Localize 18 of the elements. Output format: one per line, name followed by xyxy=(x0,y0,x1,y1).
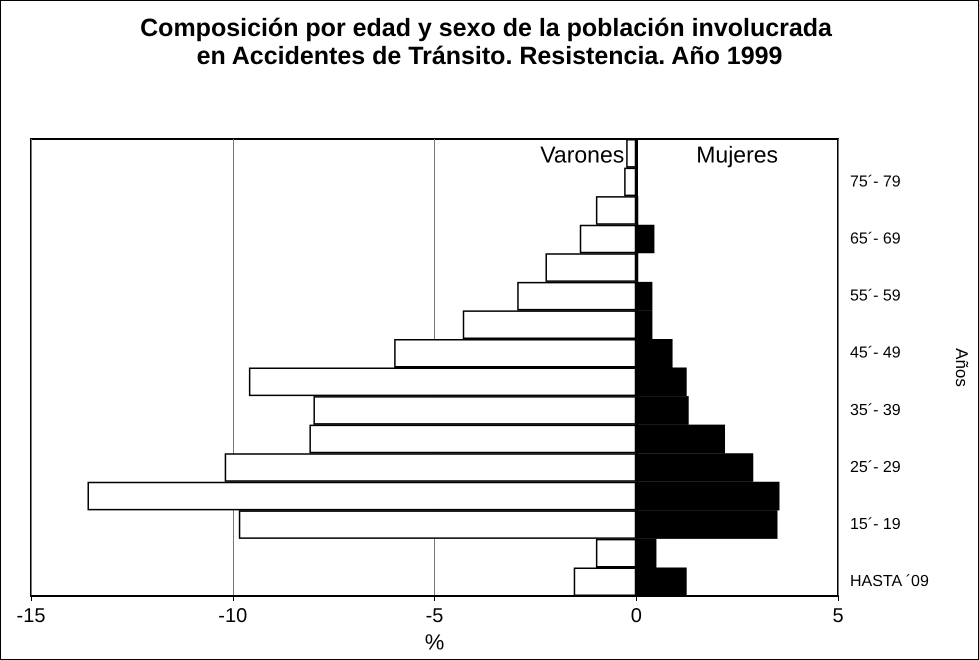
x-axis-title: % xyxy=(424,629,444,654)
y-tick-label: HASTA ´09 xyxy=(850,573,929,590)
y-tick-label: 35´- 39 xyxy=(850,402,901,419)
x-tick-label: 0 xyxy=(630,605,642,627)
y-tick-label: 55´- 59 xyxy=(850,288,901,305)
x-tick-label: -5 xyxy=(426,605,444,627)
y-tick-label: 15´- 19 xyxy=(850,516,901,534)
series-label: Varones xyxy=(540,142,624,168)
chart-title: Composición por edad y sexo de la población involucrada en Accidentes de Tránsito. Resistencia. Año 1999 xyxy=(140,14,839,70)
x-tick-label: -10 xyxy=(218,605,248,627)
y-axis-title: Años xyxy=(952,348,971,387)
y-tick-label: 45´- 49 xyxy=(850,344,901,362)
y-tick-label: 25´- 29 xyxy=(850,458,901,476)
x-tick-label: -15 xyxy=(16,605,46,627)
x-tick-label: 5 xyxy=(832,605,844,627)
text: Mujeres xyxy=(696,142,778,168)
y-tick-label: 65´- 69 xyxy=(850,230,901,248)
y-tick-label: 75´- 79 xyxy=(850,173,901,190)
